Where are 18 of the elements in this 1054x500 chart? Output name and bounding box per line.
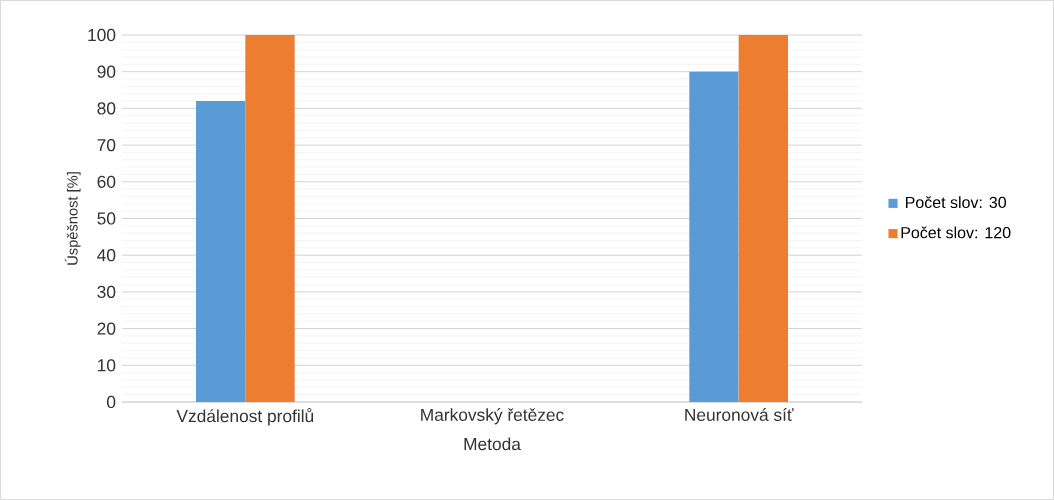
x-tick-label: Markovský řetězec	[421, 408, 564, 425]
y-axis-title: Úspěšnost [%]	[64, 172, 81, 265]
y-tick-label: 90	[97, 65, 116, 78]
y-tick-label: 20	[97, 322, 116, 335]
y-tick-label: 100	[88, 28, 116, 42]
x-tick-label: Vzdálenost profilů	[176, 408, 314, 426]
legend-label: Počet slov: 30	[905, 196, 1007, 209]
y-tick-label: 30	[97, 285, 116, 299]
y-tick-label: 0	[107, 395, 116, 409]
y-tick-label: 70	[97, 138, 116, 152]
x-tick-label: Neuronová síť	[685, 408, 794, 421]
y-tick-label: 50	[97, 212, 116, 225]
y-tick-label: 60	[97, 175, 116, 188]
y-tick-label: 10	[98, 359, 116, 372]
legend-label: Počet slov: 120	[901, 226, 1011, 239]
y-tick-label: 80	[97, 102, 116, 115]
x-axis-title: Metoda	[464, 437, 521, 451]
y-tick-label: 40	[97, 249, 116, 262]
